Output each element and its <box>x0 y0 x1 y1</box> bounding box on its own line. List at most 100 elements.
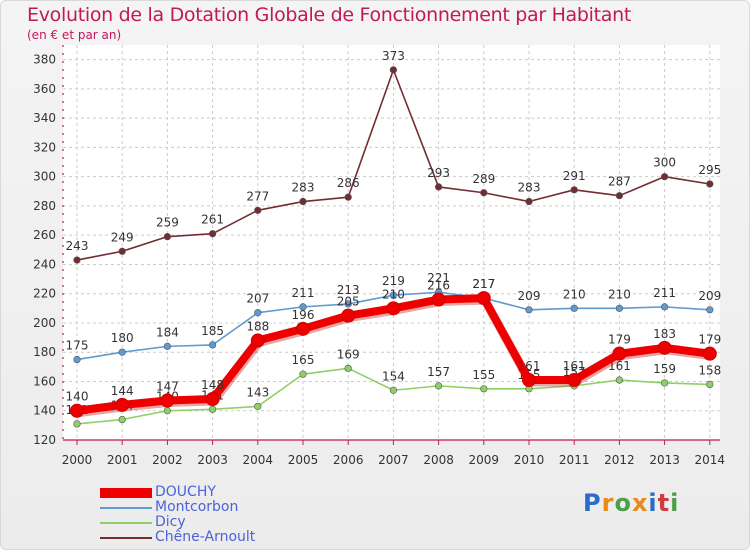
data-point-douchy <box>341 308 356 323</box>
data-label-ch-ne-arnoult: 300 <box>653 156 676 170</box>
data-point-dicy <box>660 379 669 387</box>
data-point-ch-ne-arnoult <box>615 192 624 200</box>
legend-swatch <box>100 506 152 509</box>
data-label-douchy: 147 <box>156 380 179 394</box>
plot-area <box>63 45 720 440</box>
data-point-montcorbon <box>660 303 669 311</box>
x-tick-label: 2013 <box>649 453 680 467</box>
data-point-montcorbon <box>615 304 624 312</box>
data-point-montcorbon <box>73 355 81 364</box>
x-tick-label: 2003 <box>197 453 228 467</box>
data-label-douchy: 179 <box>608 333 631 347</box>
data-label-dicy: 143 <box>246 385 269 399</box>
x-tick-label: 2010 <box>514 453 545 467</box>
data-point-montcorbon <box>344 300 352 308</box>
y-tick-label: 280 <box>33 199 56 213</box>
data-point-dicy <box>209 405 217 413</box>
legend-swatch <box>100 536 152 539</box>
data-point-montcorbon <box>706 306 714 314</box>
data-label-montcorbon: 175 <box>66 339 89 353</box>
data-label-montcorbon: 184 <box>156 325 179 339</box>
data-label-ch-ne-arnoult: 259 <box>156 216 179 230</box>
data-label-douchy: 148 <box>201 378 224 392</box>
x-tick-label: 2001 <box>107 453 138 467</box>
data-label-douchy: 205 <box>337 295 360 309</box>
data-point-dicy <box>344 364 352 372</box>
data-label-ch-ne-arnoult: 283 <box>518 181 541 195</box>
chart-title: Evolution de la Dotation Globale de Fonc… <box>27 4 632 26</box>
data-point-montcorbon <box>209 341 217 349</box>
data-point-ch-ne-arnoult <box>570 186 578 194</box>
data-label-ch-ne-arnoult: 289 <box>472 172 495 186</box>
data-point-dicy <box>389 386 398 394</box>
data-point-montcorbon <box>525 306 533 314</box>
x-tick-label: 2007 <box>378 453 409 467</box>
proxiti-logo: Proxiti <box>583 489 680 517</box>
data-label-montcorbon: 209 <box>698 289 721 303</box>
y-tick-label: 360 <box>33 82 56 96</box>
data-label-montcorbon: 180 <box>111 331 134 345</box>
data-point-douchy <box>702 346 717 361</box>
data-point-douchy <box>522 373 536 388</box>
data-label-dicy: 161 <box>608 359 631 373</box>
data-label-douchy: 183 <box>653 327 676 341</box>
data-label-montcorbon: 213 <box>337 283 360 297</box>
legend-item-montcorbon: Montcorbon <box>100 500 255 515</box>
data-label-montcorbon: 207 <box>246 292 269 306</box>
data-label-dicy: 158 <box>698 363 721 377</box>
data-point-dicy <box>435 382 443 390</box>
data-label-douchy: 217 <box>472 277 495 291</box>
data-label-montcorbon: 209 <box>518 289 541 303</box>
data-point-ch-ne-arnoult <box>118 247 126 255</box>
data-point-montcorbon <box>163 342 171 350</box>
data-point-douchy <box>567 373 582 388</box>
y-tick-label: 140 <box>33 404 56 418</box>
y-tick-label: 220 <box>33 287 56 301</box>
data-label-ch-ne-arnoult: 277 <box>246 189 269 203</box>
data-point-ch-ne-arnoult <box>73 256 81 264</box>
data-point-montcorbon <box>570 304 578 312</box>
data-label-dicy: 157 <box>427 365 450 379</box>
data-point-ch-ne-arnoult <box>660 173 669 181</box>
data-point-douchy <box>431 292 446 307</box>
data-point-douchy <box>476 291 491 306</box>
data-label-ch-ne-arnoult: 291 <box>563 169 586 183</box>
data-label-douchy: 179 <box>698 333 721 347</box>
x-tick-label: 2006 <box>333 453 364 467</box>
data-label-montcorbon: 219 <box>382 274 405 288</box>
legend-label: Montcorbon <box>155 499 239 515</box>
data-label-douchy: 161 <box>563 359 586 373</box>
data-label-ch-ne-arnoult: 249 <box>111 230 134 244</box>
data-label-dicy: 169 <box>337 347 360 361</box>
legend: DOUCHY Montcorbon Dicy Chêne-Arnoult <box>100 485 255 545</box>
x-tick-label: 2011 <box>559 453 590 467</box>
data-label-dicy: 159 <box>653 362 676 376</box>
y-tick-label: 380 <box>33 53 56 67</box>
y-tick-label: 180 <box>33 345 56 359</box>
data-label-ch-ne-arnoult: 283 <box>292 181 315 195</box>
data-point-dicy <box>480 385 488 393</box>
legend-item-douchy: DOUCHY <box>100 485 255 500</box>
legend-swatch <box>100 487 152 498</box>
x-tick-label: 2014 <box>695 453 726 467</box>
data-point-dicy <box>73 420 81 428</box>
data-point-dicy <box>163 407 171 415</box>
data-point-ch-ne-arnoult <box>344 193 352 201</box>
x-tick-label: 2002 <box>152 453 183 467</box>
legend-item-ch-ne-arnoult: Chêne-Arnoult <box>100 530 255 545</box>
y-tick-label: 300 <box>33 170 56 184</box>
data-label-montcorbon: 211 <box>292 286 315 300</box>
data-label-montcorbon: 185 <box>201 324 224 338</box>
data-point-montcorbon <box>254 309 262 317</box>
data-point-dicy <box>254 402 262 410</box>
data-point-ch-ne-arnoult <box>480 189 488 197</box>
data-label-ch-ne-arnoult: 243 <box>66 239 89 253</box>
data-label-douchy: 140 <box>66 390 89 404</box>
data-label-douchy: 188 <box>246 320 269 334</box>
data-label-montcorbon: 210 <box>563 287 586 301</box>
x-tick-label: 2004 <box>243 453 274 467</box>
y-tick-label: 320 <box>33 140 56 154</box>
x-tick-label: 2008 <box>423 453 454 467</box>
data-point-montcorbon <box>118 348 126 356</box>
